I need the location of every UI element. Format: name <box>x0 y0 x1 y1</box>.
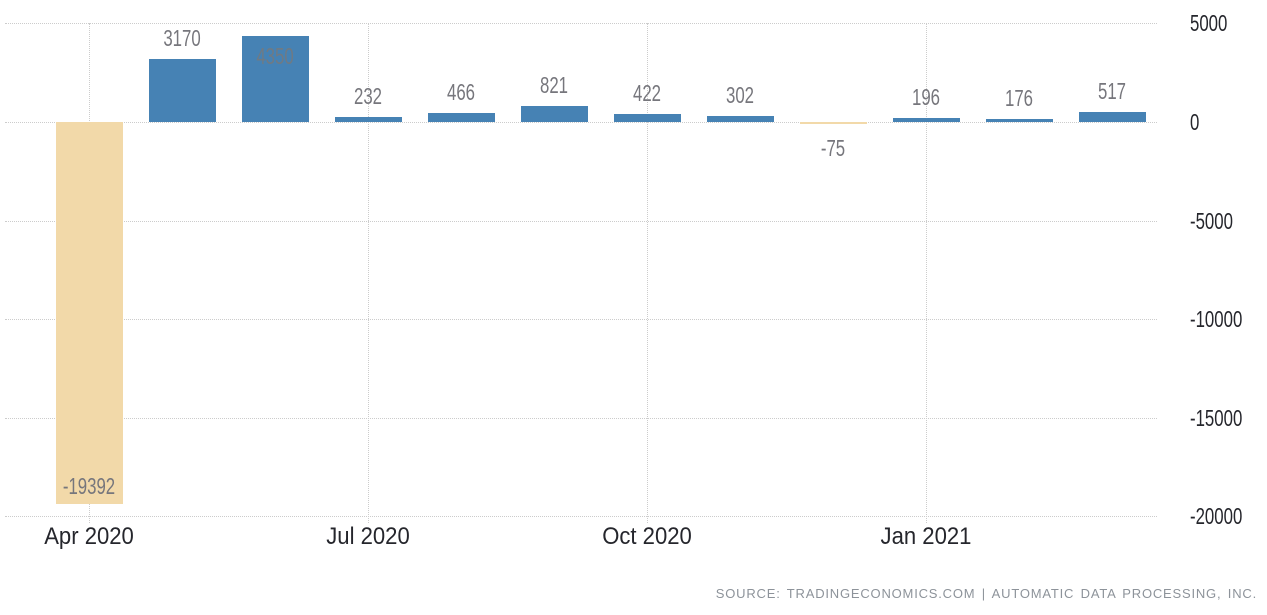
gridline-horizontal <box>5 417 1157 419</box>
x-axis-tick-label: Apr 2020 <box>44 523 134 550</box>
bar-jan-2021 <box>892 118 960 122</box>
y-axis-tick-label: -15000 <box>1190 404 1243 431</box>
bar-value-label: 821 <box>539 71 569 98</box>
bar-jun-2020 <box>241 36 309 122</box>
bar-value-label: 196 <box>911 84 941 111</box>
gridline-horizontal <box>5 220 1157 222</box>
gridline-horizontal <box>5 23 1157 25</box>
bar-value-label: 302 <box>725 82 755 109</box>
bar-nov-2020 <box>706 116 774 122</box>
gridline-horizontal <box>5 516 1157 518</box>
bar-value-label: 232 <box>353 83 383 110</box>
bar-dec-2020 <box>799 122 867 124</box>
bar-value-label: 3170 <box>163 25 201 52</box>
x-axis-tick-label: Jul 2020 <box>326 523 410 550</box>
y-axis-tick-label: 0 <box>1190 109 1200 135</box>
gridline-vertical <box>647 23 648 523</box>
bar-value-label: 4350 <box>256 43 294 70</box>
bar-value-label: 422 <box>632 79 662 106</box>
bar-sep-2020 <box>520 105 588 122</box>
bar-mar-2021 <box>1078 111 1146 122</box>
plot-area: 5000 0 -5000 -10000 -15000 -20000 Apr 2020 Jul … <box>5 10 1243 550</box>
y-axis-tick-label: -20000 <box>1190 503 1243 530</box>
bar-feb-2021 <box>985 118 1053 122</box>
bar-value-label: -19392 <box>62 473 116 500</box>
x-axis-tick-label: Oct 2020 <box>602 523 692 550</box>
gridline-horizontal <box>5 122 1157 123</box>
bar-may-2020 <box>148 59 216 122</box>
gridline-horizontal <box>5 319 1157 321</box>
y-axis-tick-label: -5000 <box>1190 207 1233 234</box>
bar-value-label: 466 <box>446 78 476 105</box>
x-axis-tick-label: Jan 2021 <box>880 523 972 550</box>
y-axis-tick-label: 5000 <box>1190 10 1228 37</box>
y-axis-tick-label: -10000 <box>1190 306 1243 333</box>
bar-value-label: 176 <box>1004 84 1034 111</box>
gridline-vertical <box>368 23 369 523</box>
bar-value-label: -75 <box>820 135 846 161</box>
gridline-vertical <box>926 23 927 523</box>
bar-apr-2020 <box>55 122 123 505</box>
bar-oct-2020 <box>613 113 681 122</box>
bar-value-label: 517 <box>1097 77 1127 104</box>
source-attribution: SOURCE: TRADINGECONOMICS.COM | AUTOMATIC… <box>715 586 1257 601</box>
bar-jul-2020 <box>334 117 402 122</box>
bar-aug-2020 <box>427 112 495 122</box>
